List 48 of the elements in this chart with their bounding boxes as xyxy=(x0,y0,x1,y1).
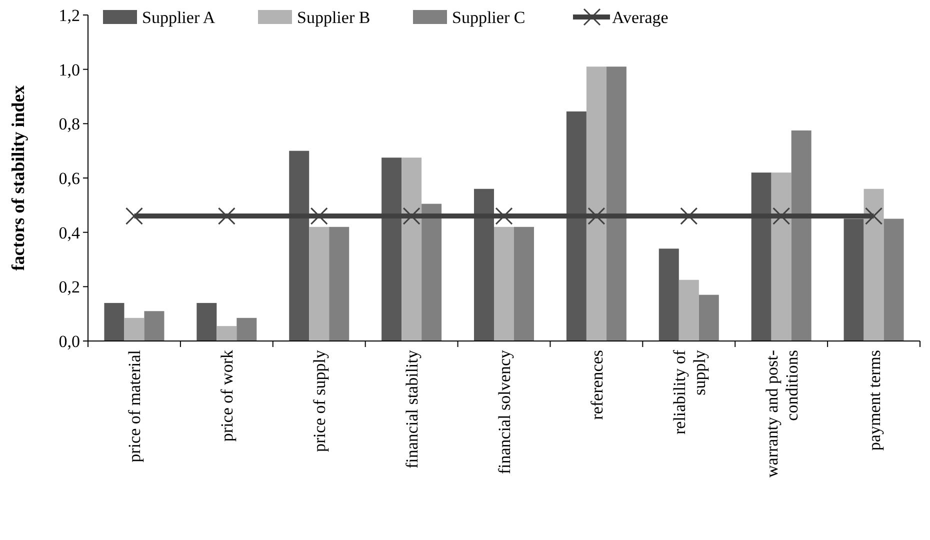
bar xyxy=(566,111,586,341)
bar xyxy=(884,218,904,341)
x-tick-label: financial solvency xyxy=(495,350,514,474)
x-tick-label: financial stability xyxy=(402,350,422,468)
bar xyxy=(698,294,719,341)
legend-label: Supplier C xyxy=(452,8,526,27)
bar xyxy=(236,318,257,341)
bar xyxy=(382,158,402,341)
bar xyxy=(586,66,606,341)
x-tick-label: references xyxy=(587,350,606,420)
y-tick-label: 1,2 xyxy=(58,6,80,25)
x-tick-label: reliability of supply xyxy=(670,350,709,435)
legend-label: Supplier B xyxy=(297,8,370,27)
x-tick-label: payment terms xyxy=(864,350,884,451)
bar xyxy=(844,218,864,341)
bar xyxy=(771,172,792,341)
y-tick-label: 0,6 xyxy=(58,168,80,188)
bar xyxy=(144,311,164,341)
y-tick-label: 0,8 xyxy=(58,114,80,134)
y-tick-label: 0,2 xyxy=(58,278,80,297)
x-tick-label: price of work xyxy=(218,350,237,442)
y-tick-label: 0,0 xyxy=(58,332,80,351)
bar xyxy=(494,226,514,341)
bar xyxy=(606,66,626,341)
bar xyxy=(514,226,534,341)
x-tick-label: price of material xyxy=(125,350,144,462)
legend-label: Supplier A xyxy=(142,8,216,27)
x-tick-label: warranty and post-conditions xyxy=(762,350,802,478)
bar xyxy=(751,172,772,341)
bar xyxy=(402,158,422,341)
x-tick-label: price of supply xyxy=(310,350,330,452)
bar xyxy=(658,248,679,341)
bar xyxy=(289,150,310,341)
y-tick-label: 1,0 xyxy=(58,60,80,80)
bar xyxy=(422,204,442,341)
bar xyxy=(216,326,237,341)
bar xyxy=(196,302,217,341)
bar xyxy=(309,226,330,341)
y-axis-title: factors of stability index xyxy=(8,85,28,271)
y-tick-label: 0,4 xyxy=(58,223,80,242)
bar xyxy=(104,302,124,341)
bar xyxy=(474,188,494,341)
legend-label: Average xyxy=(612,8,668,27)
bar xyxy=(124,318,144,341)
bar xyxy=(329,226,350,341)
bar xyxy=(864,188,884,341)
bar xyxy=(678,280,699,341)
bar xyxy=(791,130,812,341)
